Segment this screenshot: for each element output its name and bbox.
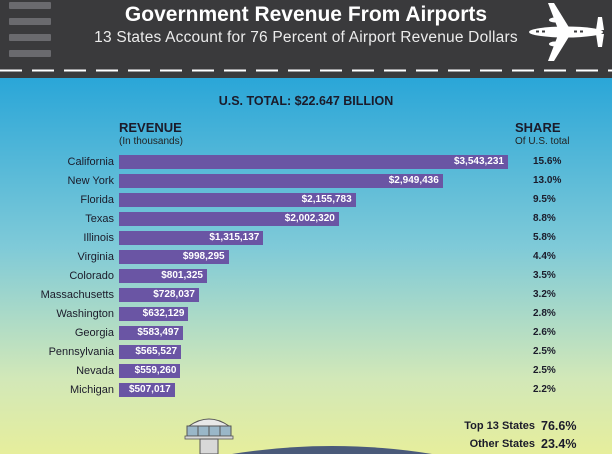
summary-value: 23.4% (541, 437, 577, 451)
share-column-subheader: Of U.S. total (515, 136, 570, 147)
category-label: Florida (80, 194, 114, 206)
category-label: Washington (56, 308, 114, 320)
revenue-column-header: REVENUE (119, 120, 182, 135)
bar-value-label: $728,037 (153, 289, 195, 300)
share-value: 13.0% (533, 175, 562, 186)
airplane-icon (529, 3, 604, 61)
share-value: 15.6% (533, 156, 562, 167)
bar (119, 250, 229, 264)
bar (119, 307, 189, 321)
header-stripe (9, 18, 51, 25)
bar-value-label: $3,543,231 (453, 156, 504, 167)
share-value: 2.2% (533, 384, 556, 395)
chart-background (0, 78, 612, 454)
bar (119, 212, 339, 226)
bar-value-label: $998,295 (182, 251, 225, 262)
bar-value-label: $2,949,436 (388, 175, 439, 186)
us-total: U.S. TOTAL: $22.647 BILLION (218, 94, 394, 108)
share-value: 2.5% (533, 365, 556, 376)
bar (119, 193, 356, 207)
bar (119, 155, 508, 169)
share-column-header: SHARE (515, 120, 561, 135)
share-value: 5.8% (533, 232, 556, 243)
bar-value-label: $1,315,137 (209, 232, 260, 243)
share-value: 4.4% (533, 251, 556, 262)
runway-dashes (0, 69, 612, 72)
bar (119, 345, 182, 359)
bar (119, 326, 184, 340)
bar-value-label: $565,527 (135, 346, 178, 357)
bar (119, 364, 181, 378)
bar-value-label: $583,497 (137, 327, 180, 338)
category-label: Nevada (76, 365, 114, 377)
summary-value: 76.6% (541, 419, 577, 433)
summary-label: Top 13 States (464, 420, 535, 432)
bar-value-label: $801,325 (161, 270, 203, 281)
category-label: New York (67, 175, 114, 187)
summary-label: Other States (469, 438, 535, 450)
share-value: 3.2% (533, 289, 556, 300)
bar (119, 383, 175, 397)
share-value: 2.5% (533, 346, 556, 357)
control-tower-icon (184, 418, 234, 454)
category-label: Colorado (69, 270, 114, 282)
revenue-column-subheader: (In thousands) (119, 136, 183, 147)
header-stripe (9, 34, 51, 41)
bar-value-label: $559,260 (134, 365, 177, 376)
bar (119, 231, 264, 245)
category-label: Michigan (69, 384, 114, 396)
page-title: Government Revenue From Airports (124, 3, 488, 26)
category-label: Massachusetts (40, 289, 114, 301)
terminal-roof-icon (232, 446, 432, 454)
category-label: California (67, 156, 114, 168)
category-label: Pennsylvania (48, 346, 114, 358)
category-label: Virginia (77, 251, 115, 263)
header-stripe (9, 50, 51, 57)
category-label: Illinois (83, 232, 114, 244)
share-value: 2.6% (533, 327, 556, 338)
bar (119, 288, 199, 302)
share-value: 2.8% (533, 308, 556, 319)
bar (119, 174, 443, 188)
bar-value-label: $2,002,320 (284, 213, 335, 224)
category-label: Georgia (74, 327, 114, 339)
category-label: Texas (85, 213, 114, 225)
bar-value-label: $632,129 (142, 308, 185, 319)
share-value: 3.5% (533, 270, 556, 281)
header-stripe (9, 2, 51, 9)
share-value: 9.5% (533, 194, 556, 205)
bar-value-label: $2,155,783 (301, 194, 352, 205)
page-subtitle: 13 States Account for 76 Percent of Airp… (94, 29, 518, 46)
bar-value-label: $507,017 (128, 384, 171, 395)
share-value: 8.8% (533, 213, 556, 224)
header: Government Revenue From Airports 13 Stat… (0, 0, 612, 78)
bar (119, 269, 207, 283)
